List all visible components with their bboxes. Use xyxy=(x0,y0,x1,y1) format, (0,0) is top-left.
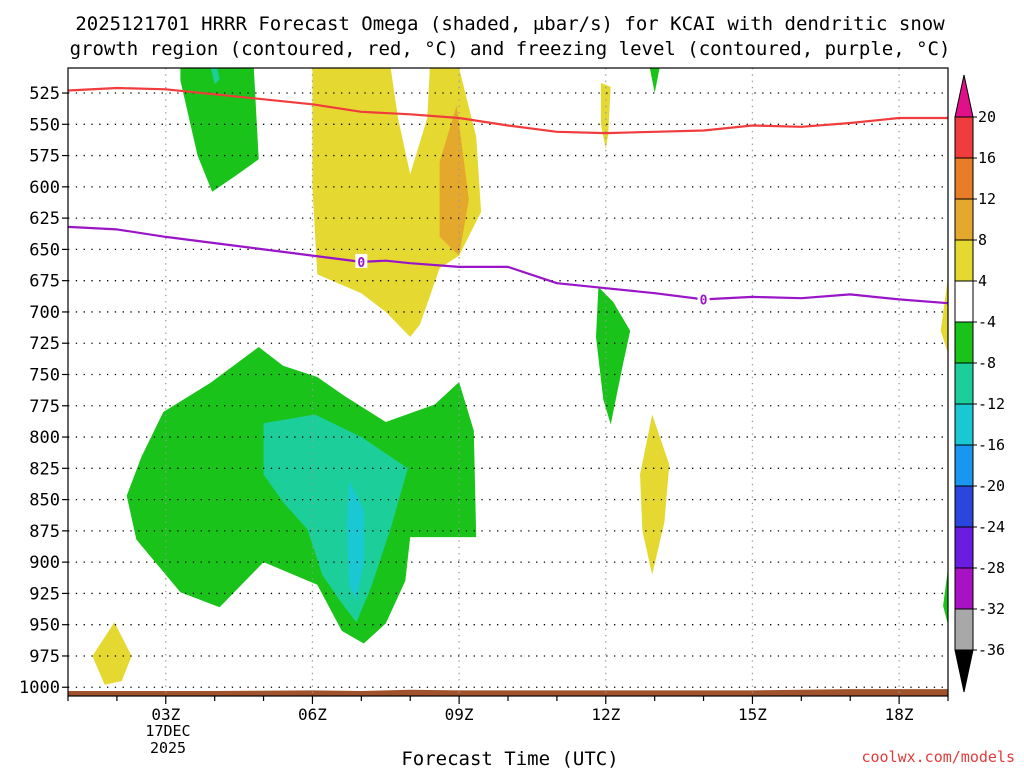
omega-region-13 xyxy=(940,276,948,354)
y-tick-label-675: 675 xyxy=(29,272,60,292)
date-label-year: 2025 xyxy=(150,739,186,757)
omega-region-5 xyxy=(312,68,482,337)
colorbar-label-4: 4 xyxy=(978,272,987,290)
colorbar-bin-4 xyxy=(954,280,974,323)
y-tick-label-700: 700 xyxy=(29,303,60,323)
omega-shading xyxy=(92,68,948,685)
colorbar-bin-10 xyxy=(954,526,974,569)
y-tick-label-725: 725 xyxy=(29,334,60,354)
colorbar-bin-8 xyxy=(954,444,974,487)
y-tick-label-900: 900 xyxy=(29,553,60,573)
y-tick-label-750: 750 xyxy=(29,365,60,385)
omega-region-8 xyxy=(600,83,611,150)
y-tick-label-1000: 1000 xyxy=(19,678,60,698)
x-tick-label-12Z: 12Z xyxy=(591,705,620,724)
colorbar-bin-7 xyxy=(954,403,974,446)
y-tick-label-650: 650 xyxy=(29,240,60,260)
y-tick-label-925: 925 xyxy=(29,584,60,604)
chart-title-line2: growth region (contoured, red, °C) and f… xyxy=(70,38,951,60)
credit-text: coolwx.com/models xyxy=(861,748,1015,766)
colorbar-label-11: -28 xyxy=(978,559,1005,577)
y-axis: 525 550 575 600 625 650 675 700 725 750 775 800 825 8… xyxy=(19,84,68,698)
x-tick-label-03Z: 03Z xyxy=(151,705,180,724)
colorbar-bin-11 xyxy=(954,567,974,610)
colorbar-label-8: -16 xyxy=(978,436,1005,454)
omega-region-14 xyxy=(943,568,948,625)
y-tick-label-775: 775 xyxy=(29,397,60,417)
omega-region-6 xyxy=(439,105,469,256)
colorbar-bin-6 xyxy=(954,362,974,405)
colorbar-label-12: -32 xyxy=(978,600,1005,618)
colorbar-bin-5 xyxy=(954,321,974,364)
omega-region-11 xyxy=(640,414,670,575)
contour-label-0: 0 xyxy=(357,256,365,271)
grid-lines xyxy=(68,68,948,696)
colorbar-label-13: -36 xyxy=(978,641,1005,659)
colorbar-label-7: -12 xyxy=(978,395,1005,413)
colorbar-label-0: 20 xyxy=(978,108,996,126)
x-tick-label-15Z: 15Z xyxy=(738,705,767,724)
y-tick-label-950: 950 xyxy=(29,616,60,636)
colorbar-top-arrow xyxy=(954,74,974,118)
y-tick-label-825: 825 xyxy=(29,459,60,479)
colorbar-label-2: 12 xyxy=(978,190,996,208)
colorbar: 20 16 12 8 4 -4 -8 -12 -16 -20 -24 -28 -32 -36 xyxy=(954,74,1005,693)
omega-region-7 xyxy=(390,68,430,175)
y-tick-label-525: 525 xyxy=(29,84,60,104)
omega-region-9 xyxy=(649,68,660,93)
colorbar-bin-12 xyxy=(954,608,974,651)
y-tick-label-575: 575 xyxy=(29,147,60,167)
colorbar-bottom-arrow xyxy=(954,649,974,693)
contour-line-0 xyxy=(68,86,948,135)
y-tick-label-800: 800 xyxy=(29,428,60,448)
x-axis-label: Forecast Time (UTC) xyxy=(401,748,618,768)
colorbar-label-1: 16 xyxy=(978,149,996,167)
terrain-layer xyxy=(68,689,948,696)
omega-region-0 xyxy=(180,68,259,192)
y-tick-label-625: 625 xyxy=(29,209,60,229)
contour-lines: 00 xyxy=(68,86,948,308)
x-tick-label-18Z: 18Z xyxy=(885,705,914,724)
omega-region-12 xyxy=(92,622,132,685)
colorbar-label-6: -8 xyxy=(978,354,996,372)
x-tick-label-06Z: 06Z xyxy=(298,705,327,724)
omega-region-1 xyxy=(210,68,220,85)
colorbar-bin-2 xyxy=(954,198,974,241)
chart-title-line1: 2025121701 HRRR Forecast Omega (shaded, … xyxy=(75,13,945,35)
colorbar-bin-3 xyxy=(954,239,974,282)
contour-line-1 xyxy=(68,225,948,305)
y-tick-label-875: 875 xyxy=(29,522,60,542)
y-tick-label-550: 550 xyxy=(29,115,60,135)
contour-label-bg-1 xyxy=(697,291,710,306)
plot-frame xyxy=(67,67,949,697)
contour-label-bg-0 xyxy=(355,253,368,268)
omega-region-3 xyxy=(263,414,408,623)
terrain-band xyxy=(68,689,948,696)
contour-label-1: 0 xyxy=(700,293,708,308)
x-tick-label-09Z: 09Z xyxy=(445,705,474,724)
colorbar-label-3: 8 xyxy=(978,231,987,249)
colorbar-label-10: -24 xyxy=(978,518,1005,536)
x-axis: 03Z 06Z 09Z 12Z 15Z 18Z xyxy=(67,696,949,724)
y-tick-label-600: 600 xyxy=(29,178,60,198)
colorbar-bin-0 xyxy=(954,116,974,159)
colorbar-bin-9 xyxy=(954,485,974,528)
y-tick-label-975: 975 xyxy=(29,647,60,667)
omega-region-10 xyxy=(596,286,631,425)
y-tick-label-850: 850 xyxy=(29,491,60,511)
colorbar-bin-1 xyxy=(954,157,974,200)
colorbar-label-5: -4 xyxy=(978,313,996,331)
colorbar-label-9: -20 xyxy=(978,477,1005,495)
omega-region-4 xyxy=(346,480,364,600)
date-label-day: 17DEC xyxy=(145,722,190,740)
